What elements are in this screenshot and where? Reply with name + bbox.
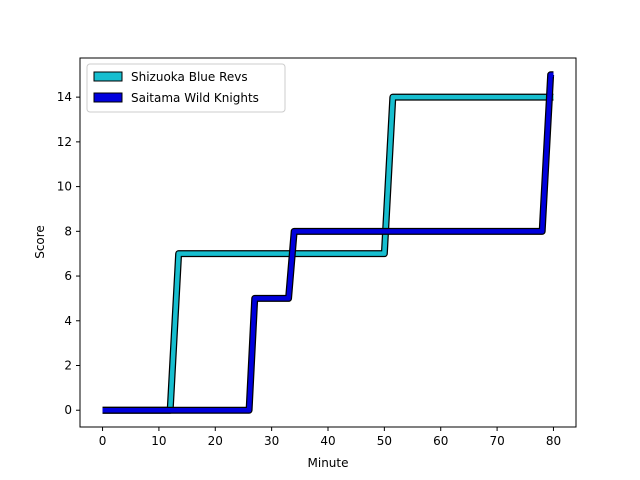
x-axis-ticks: 0 10 20 30 40 50 60 70 80	[99, 427, 561, 448]
x-tick-label: 30	[264, 434, 279, 448]
x-tick-label: 60	[433, 434, 448, 448]
y-tick-label: 4	[64, 314, 72, 328]
x-tick-label: 10	[151, 434, 166, 448]
y-tick-label: 8	[64, 224, 72, 238]
x-tick-label: 40	[320, 434, 335, 448]
y-tick-label: 10	[57, 180, 72, 194]
series-line-1	[102, 72, 554, 413]
y-axis-ticks: 0 2 4 6 8 10 12 14	[57, 90, 80, 417]
y-axis-label: Score	[33, 225, 47, 259]
x-tick-label: 0	[99, 434, 107, 448]
x-tick-label: 50	[377, 434, 392, 448]
legend-swatch-series-1	[93, 92, 123, 103]
series-lines	[102, 71, 555, 414]
y-tick-label: 2	[64, 359, 72, 373]
legend-label-series-1: Saitama Wild Knights	[131, 91, 259, 105]
legend-box	[86, 63, 286, 113]
x-tick-label: 80	[546, 434, 561, 448]
legend-swatch-series-0	[93, 71, 123, 82]
plot-area-frame	[79, 57, 577, 428]
x-axis-label: Minute	[308, 456, 349, 470]
x-tick-label: 70	[489, 434, 504, 448]
y-tick-label: 0	[64, 403, 72, 417]
y-tick-label: 12	[57, 135, 72, 149]
y-tick-label: 6	[64, 269, 72, 283]
y-tick-label: 14	[57, 90, 72, 104]
legend: Shizuoka Blue Revs Saitama Wild Knights	[86, 63, 286, 113]
x-tick-label: 20	[208, 434, 223, 448]
legend-label-series-0: Shizuoka Blue Revs	[131, 70, 248, 84]
